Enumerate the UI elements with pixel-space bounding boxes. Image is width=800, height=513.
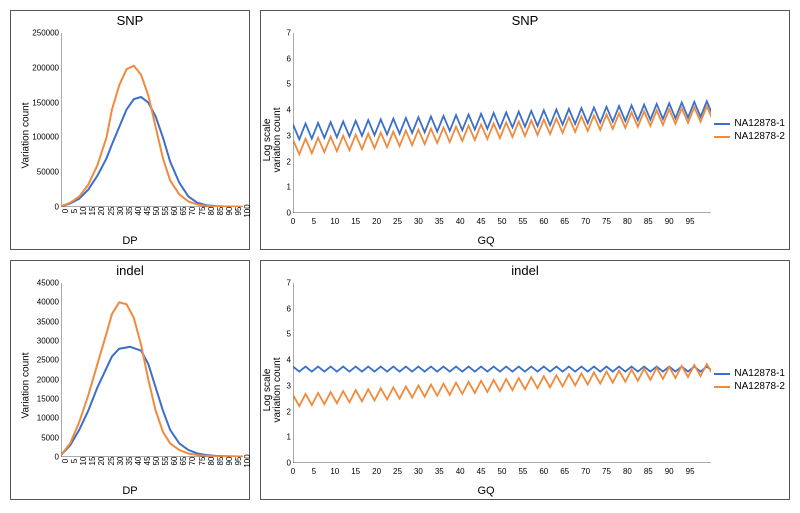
x-ticks: 05101520253035404550556065707580859095 <box>293 217 711 233</box>
legend-swatch <box>714 136 730 138</box>
legend-swatch <box>714 386 730 388</box>
legend-label: NA12878-1 <box>734 368 785 379</box>
plot-area <box>61 283 243 457</box>
x-axis-label: GQ <box>261 235 711 247</box>
chart-grid: SNP Variation count 05000010000015000020… <box>10 10 790 500</box>
panel-title: SNP <box>11 13 249 28</box>
y-ticks: 01234567 <box>261 33 291 213</box>
legend-item: NA12878-2 <box>714 131 785 142</box>
legend: NA12878-1 NA12878-2 <box>714 116 785 144</box>
y-ticks: 01234567 <box>261 283 291 463</box>
x-ticks: 0510152025303540455055606570758085909510… <box>61 459 243 483</box>
legend-swatch <box>714 123 730 125</box>
legend-item: NA12878-1 <box>714 118 785 129</box>
x-axis-label: DP <box>11 485 249 497</box>
legend: NA12878-1 NA12878-2 <box>714 366 785 394</box>
x-axis-label: DP <box>11 235 249 247</box>
panel-snp-gq: SNP Log scale variation count 01234567 0… <box>260 10 790 250</box>
x-axis-label: GQ <box>261 485 711 497</box>
x-ticks: 05101520253035404550556065707580859095 <box>293 467 711 483</box>
panel-snp-dp: SNP Variation count 05000010000015000020… <box>10 10 250 250</box>
panel-title: indel <box>11 263 249 278</box>
legend-item: NA12878-1 <box>714 368 785 379</box>
legend-swatch <box>714 373 730 375</box>
legend-label: NA12878-2 <box>734 381 785 392</box>
panel-indel-dp: indel Variation count 050001000015000200… <box>10 260 250 500</box>
plot-area <box>293 33 711 213</box>
plot-area <box>293 283 711 463</box>
legend-label: NA12878-2 <box>734 131 785 142</box>
legend-item: NA12878-2 <box>714 381 785 392</box>
y-ticks: 050000100000150000200000250000 <box>11 33 59 207</box>
panel-title: indel <box>261 263 789 278</box>
legend-label: NA12878-1 <box>734 118 785 129</box>
panel-title: SNP <box>261 13 789 28</box>
x-ticks: 0510152025303540455055606570758085909510… <box>61 209 243 233</box>
plot-area <box>61 33 243 207</box>
panel-indel-gq: indel Log scale variation count 01234567… <box>260 260 790 500</box>
y-ticks: 0500010000150002000025000300003500040000… <box>11 283 59 457</box>
